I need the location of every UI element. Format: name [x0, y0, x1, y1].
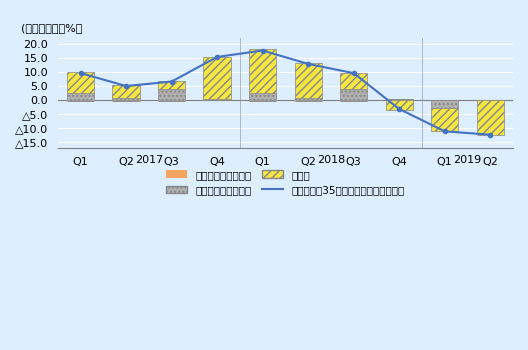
- Bar: [295, 100, 322, 102]
- Bar: [249, 49, 276, 93]
- Text: 2018: 2018: [317, 155, 345, 164]
- Text: 2017: 2017: [135, 155, 163, 164]
- Bar: [158, 89, 185, 100]
- Bar: [112, 100, 140, 102]
- Bar: [67, 100, 95, 101]
- Bar: [203, 99, 231, 100]
- Bar: [340, 89, 367, 100]
- Bar: [67, 72, 95, 93]
- Bar: [385, 100, 413, 110]
- Bar: [340, 72, 367, 89]
- Bar: [477, 100, 504, 135]
- Legend: 米国の中国向け輸出, 中国の米国向け輸出, その他, 世界（主要35カ国・地域）輸出伸び率: 米国の中国向け輸出, 中国の米国向け輸出, その他, 世界（主要35カ国・地域）…: [162, 166, 409, 199]
- Bar: [431, 100, 458, 108]
- Bar: [249, 93, 276, 100]
- Text: (前年同期比、%）: (前年同期比、%）: [22, 23, 83, 33]
- Text: 2019: 2019: [454, 155, 482, 164]
- Bar: [385, 99, 413, 100]
- Bar: [67, 93, 95, 100]
- Bar: [158, 81, 185, 89]
- Bar: [431, 108, 458, 131]
- Bar: [203, 57, 231, 99]
- Bar: [112, 85, 140, 98]
- Bar: [295, 63, 322, 98]
- Bar: [249, 100, 276, 101]
- Bar: [295, 98, 322, 100]
- Bar: [112, 98, 140, 100]
